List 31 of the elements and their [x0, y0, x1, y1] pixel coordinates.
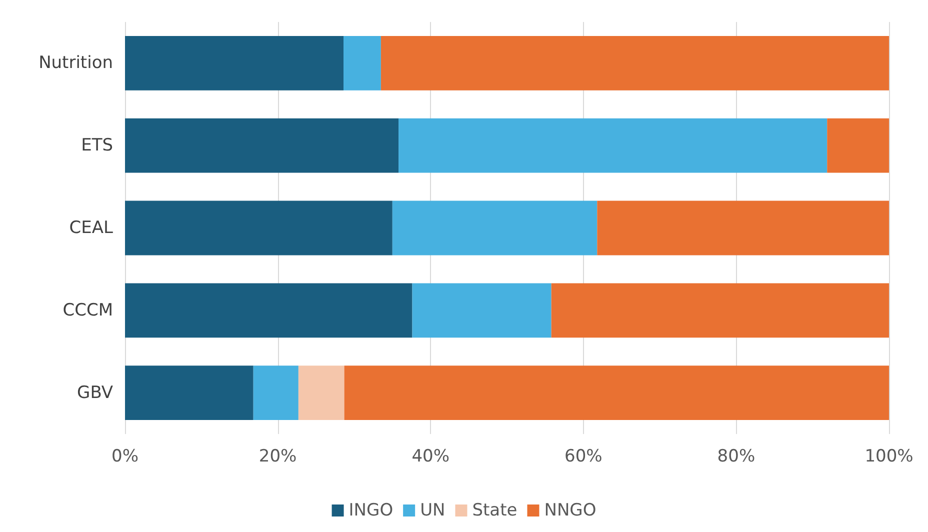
bar [344, 36, 381, 90]
bar [125, 366, 254, 420]
x-tick-label: 40% [412, 446, 450, 466]
x-tick-label: 80% [717, 446, 756, 466]
bar [827, 118, 889, 173]
bar [551, 283, 889, 338]
legend-label: State [472, 500, 518, 520]
x-tick-label: 100% [864, 446, 914, 466]
y-tick-label: ETS [81, 136, 113, 156]
bar [298, 366, 344, 420]
x-tick-label: 20% [258, 446, 297, 466]
bar [597, 200, 889, 256]
x-tick-label: 0% [112, 446, 138, 466]
bar [125, 36, 344, 90]
y-tick-label: Nutrition [38, 53, 113, 74]
bar [125, 200, 392, 256]
bar [412, 283, 552, 338]
bar [392, 200, 598, 256]
bar [344, 366, 889, 420]
bar [398, 118, 828, 173]
legend-label: UN [420, 500, 446, 520]
bar [125, 283, 412, 338]
legend-label: NNGO [544, 500, 596, 520]
bar [253, 366, 298, 420]
legend-label: INGO [348, 500, 394, 520]
y-tick-label: CCCM [62, 300, 113, 320]
bar [125, 118, 399, 173]
y-tick-label: CEAL [69, 218, 114, 238]
bar [380, 36, 889, 90]
y-tick-label: GBV [77, 382, 114, 403]
x-tick-label: 60% [564, 446, 602, 466]
